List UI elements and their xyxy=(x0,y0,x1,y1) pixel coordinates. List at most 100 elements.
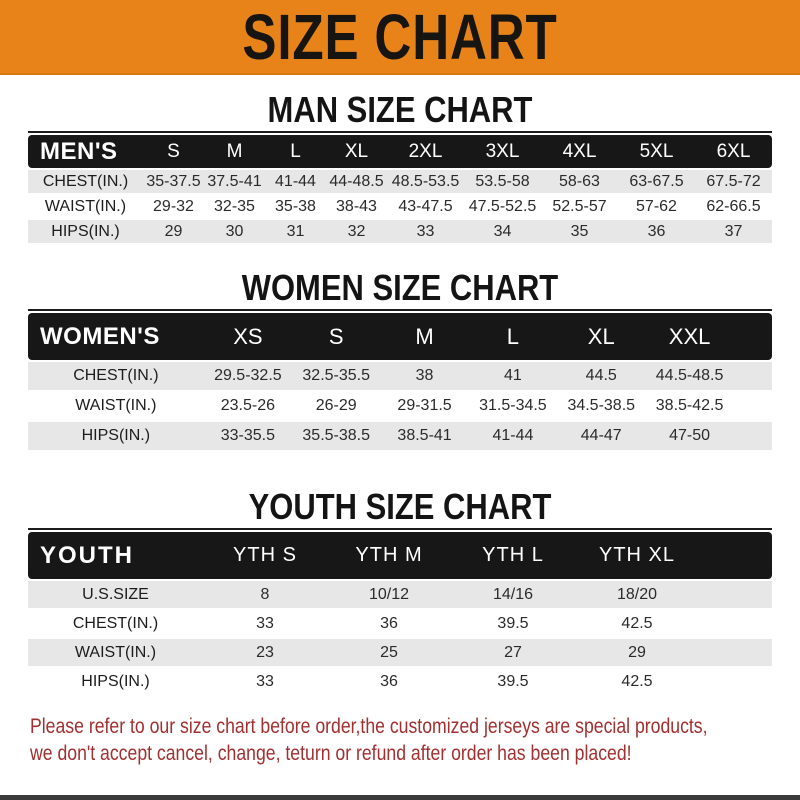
filler-cell xyxy=(733,422,772,450)
table-row: U.S.SIZE 8 10/12 14/16 18/20 xyxy=(28,581,772,608)
row-label: HIPS(IN.) xyxy=(28,422,204,450)
table-row: CHEST(IN.) 33 36 39.5 42.5 xyxy=(28,610,772,637)
size-value-cell: 26-29 xyxy=(292,392,381,420)
column-header: YTH S xyxy=(203,532,327,579)
size-value-cell: 35 xyxy=(541,220,618,243)
size-value-cell: 23 xyxy=(203,639,327,666)
size-value-cell: 32 xyxy=(326,220,387,243)
youth-section-heading: YOUTH SIZE CHART xyxy=(0,486,800,528)
size-value-cell: 57-62 xyxy=(618,195,695,218)
size-value-cell: 41 xyxy=(468,362,558,390)
header-bar: MEN'S S M L XL 2XL 3XL 4XL 5XL 6XL xyxy=(28,135,772,168)
filler-cell xyxy=(733,362,772,390)
size-value-cell: 37.5-41 xyxy=(204,170,265,193)
man-section-heading: MAN SIZE CHART xyxy=(0,89,800,131)
size-value-cell: 8 xyxy=(203,581,327,608)
size-value-cell: 43-47.5 xyxy=(387,195,464,218)
size-value-cell: 10/12 xyxy=(327,581,451,608)
size-value-cell: 32.5-35.5 xyxy=(292,362,381,390)
size-value-cell: 37 xyxy=(695,220,772,243)
size-value-cell: 38-43 xyxy=(326,195,387,218)
column-header: XS xyxy=(203,313,293,360)
size-chart-banner: SIZE CHART xyxy=(0,0,800,75)
size-value-cell: 41-44 xyxy=(265,170,326,193)
disclaimer-line-1: Please refer to our size chart before or… xyxy=(30,715,708,738)
table-row: WAIST(IN.) 23 25 27 29 xyxy=(28,639,772,666)
youth-size-table: YOUTH YTH S YTH M YTH L YTH XL U.S.SIZE 8 10/12… xyxy=(28,528,772,697)
size-value-cell: 41-44 xyxy=(468,422,558,450)
size-value-cell: 29 xyxy=(575,639,699,666)
size-value-cell: 34.5-38.5 xyxy=(557,392,646,420)
disclaimer-line-2: we don't accept cancel, change, teturn o… xyxy=(30,742,632,765)
size-value-cell: 29.5-32.5 xyxy=(203,362,293,390)
column-header: 3XL xyxy=(464,135,541,168)
filler-cell xyxy=(699,610,772,637)
filler-cell xyxy=(699,581,772,608)
size-value-cell: 29 xyxy=(143,220,204,243)
table-corner-label: MEN'S xyxy=(28,135,143,168)
size-value-cell: 33 xyxy=(203,668,327,695)
column-header: L xyxy=(265,135,326,168)
size-value-cell: 47-50 xyxy=(645,422,734,450)
size-value-cell: 62-66.5 xyxy=(695,195,772,218)
size-value-cell: 33 xyxy=(387,220,464,243)
header-bar: WOMEN'S XS S M L XL XXL xyxy=(28,313,772,360)
men-size-table: MEN'S S M L XL 2XL 3XL 4XL 5XL 6XL CHEST(IN.) 35-37… xyxy=(28,131,772,245)
column-header: S xyxy=(143,135,204,168)
size-value-cell: 44.5-48.5 xyxy=(645,362,734,390)
youth-section-heading-text: YOUTH SIZE CHART xyxy=(248,486,552,527)
column-header: XXL xyxy=(645,313,734,360)
size-value-cell: 53.5-58 xyxy=(464,170,541,193)
column-header: 6XL xyxy=(695,135,772,168)
table-corner-label: YOUTH xyxy=(28,532,203,579)
size-value-cell: 35-38 xyxy=(265,195,326,218)
size-value-cell: 52.5-57 xyxy=(541,195,618,218)
row-label: CHEST(IN.) xyxy=(28,610,203,637)
size-value-cell: 35-37.5 xyxy=(143,170,204,193)
size-value-cell: 63-67.5 xyxy=(618,170,695,193)
size-value-cell: 36 xyxy=(327,668,451,695)
banner-title: SIZE CHART xyxy=(242,0,558,73)
column-header: L xyxy=(468,313,558,360)
size-value-cell: 39.5 xyxy=(451,610,575,637)
size-value-cell: 30 xyxy=(204,220,265,243)
row-label: CHEST(IN.) xyxy=(28,170,143,193)
column-header: 4XL xyxy=(541,135,618,168)
table-corner-label: WOMEN'S xyxy=(28,313,204,360)
column-header: M xyxy=(204,135,265,168)
column-header: M xyxy=(380,313,469,360)
filler-cell xyxy=(699,639,772,666)
table-row: WAIST(IN.) 29-32 32-35 35-38 38-43 43-47.5 47.… xyxy=(28,195,772,218)
filler-cell xyxy=(699,668,772,695)
size-value-cell: 47.5-52.5 xyxy=(464,195,541,218)
row-label: HIPS(IN.) xyxy=(28,668,203,695)
size-value-cell: 14/16 xyxy=(451,581,575,608)
man-section-heading-text: MAN SIZE CHART xyxy=(267,89,533,130)
table-row: WAIST(IN.) 23.5-26 26-29 29-31.5 31.5-34.5 34… xyxy=(28,392,772,420)
order-disclaimer: Please refer to our size chart before or… xyxy=(30,713,800,767)
size-value-cell: 33 xyxy=(203,610,327,637)
size-value-cell: 42.5 xyxy=(575,668,699,695)
size-value-cell: 67.5-72 xyxy=(695,170,772,193)
size-value-cell: 25 xyxy=(327,639,451,666)
size-value-cell: 38.5-42.5 xyxy=(645,392,734,420)
size-value-cell: 48.5-53.5 xyxy=(387,170,464,193)
size-value-cell: 39.5 xyxy=(451,668,575,695)
size-value-cell: 36 xyxy=(618,220,695,243)
column-header: YTH L xyxy=(451,532,575,579)
women-section-heading: WOMEN SIZE CHART xyxy=(0,267,800,309)
women-size-table: WOMEN'S XS S M L XL XXL CHEST(IN.) 29.5-32.5 32.5… xyxy=(28,309,772,452)
column-header: S xyxy=(292,313,381,360)
size-value-cell: 18/20 xyxy=(575,581,699,608)
size-value-cell: 38.5-41 xyxy=(380,422,469,450)
size-value-cell: 27 xyxy=(451,639,575,666)
row-label: HIPS(IN.) xyxy=(28,220,143,243)
size-value-cell: 31 xyxy=(265,220,326,243)
size-value-cell: 38 xyxy=(380,362,469,390)
table-row: HIPS(IN.) 33 36 39.5 42.5 xyxy=(28,668,772,695)
size-value-cell: 44.5 xyxy=(557,362,646,390)
column-header: 5XL xyxy=(618,135,695,168)
row-label: CHEST(IN.) xyxy=(28,362,204,390)
table-row: CHEST(IN.) 35-37.5 37.5-41 41-44 44-48.5 48.5… xyxy=(28,170,772,193)
size-value-cell: 29-32 xyxy=(143,195,204,218)
